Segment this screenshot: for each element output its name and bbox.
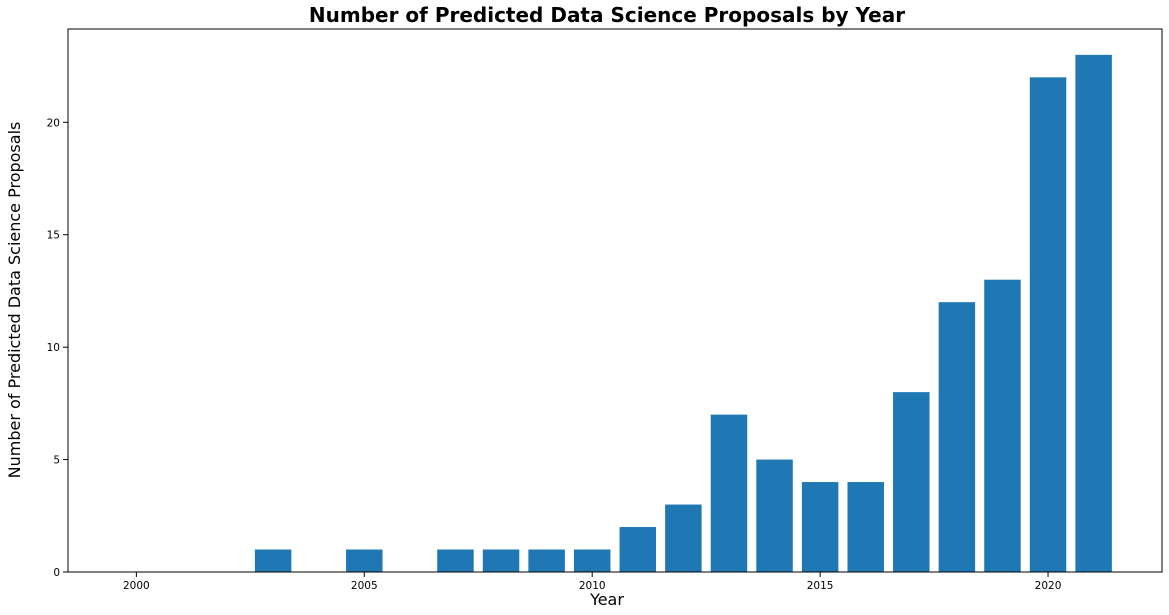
- y-tick-label: 20: [47, 117, 60, 129]
- bar-2008: [482, 549, 520, 572]
- bar-2007: [437, 549, 474, 572]
- y-tick-label: 5: [53, 455, 60, 467]
- bar-2011: [619, 527, 657, 572]
- y-axis-label: Number of Predicted Data Science Proposa…: [5, 122, 24, 479]
- bar-2014: [756, 459, 793, 572]
- bar-2020: [1029, 77, 1067, 572]
- bar-2021: [1075, 54, 1112, 573]
- bar-2017: [893, 392, 930, 572]
- x-tick-label: 2020: [1035, 580, 1062, 592]
- plot-frame: [67, 28, 1163, 573]
- x-axis-label: Year: [589, 590, 624, 609]
- chart-title: Number of Predicted Data Science Proposa…: [309, 3, 905, 27]
- y-tick-label: 15: [47, 230, 60, 242]
- bar-2010: [573, 549, 611, 572]
- bar-2009: [528, 549, 565, 572]
- bar-2019: [984, 279, 1021, 572]
- bar-2013: [710, 414, 748, 572]
- x-tick-label: 2000: [123, 580, 150, 592]
- x-tick-label: 2005: [351, 580, 378, 592]
- x-tick-label: 2015: [807, 580, 834, 592]
- bar-2015: [801, 482, 839, 572]
- bar-2016: [847, 482, 884, 572]
- bar-2018: [938, 302, 976, 572]
- x-tick-label: 2010: [579, 580, 606, 592]
- y-axis: 0 5 10 15 20: [47, 117, 68, 579]
- bars-group: [254, 54, 1112, 573]
- bar-2003: [254, 549, 292, 572]
- x-axis: 2000 2005 2010 2015 2020: [123, 572, 1061, 592]
- y-tick-label: 0: [53, 567, 60, 579]
- y-tick-label: 10: [47, 342, 60, 354]
- bar-2005: [346, 549, 383, 572]
- bar-2012: [665, 504, 702, 572]
